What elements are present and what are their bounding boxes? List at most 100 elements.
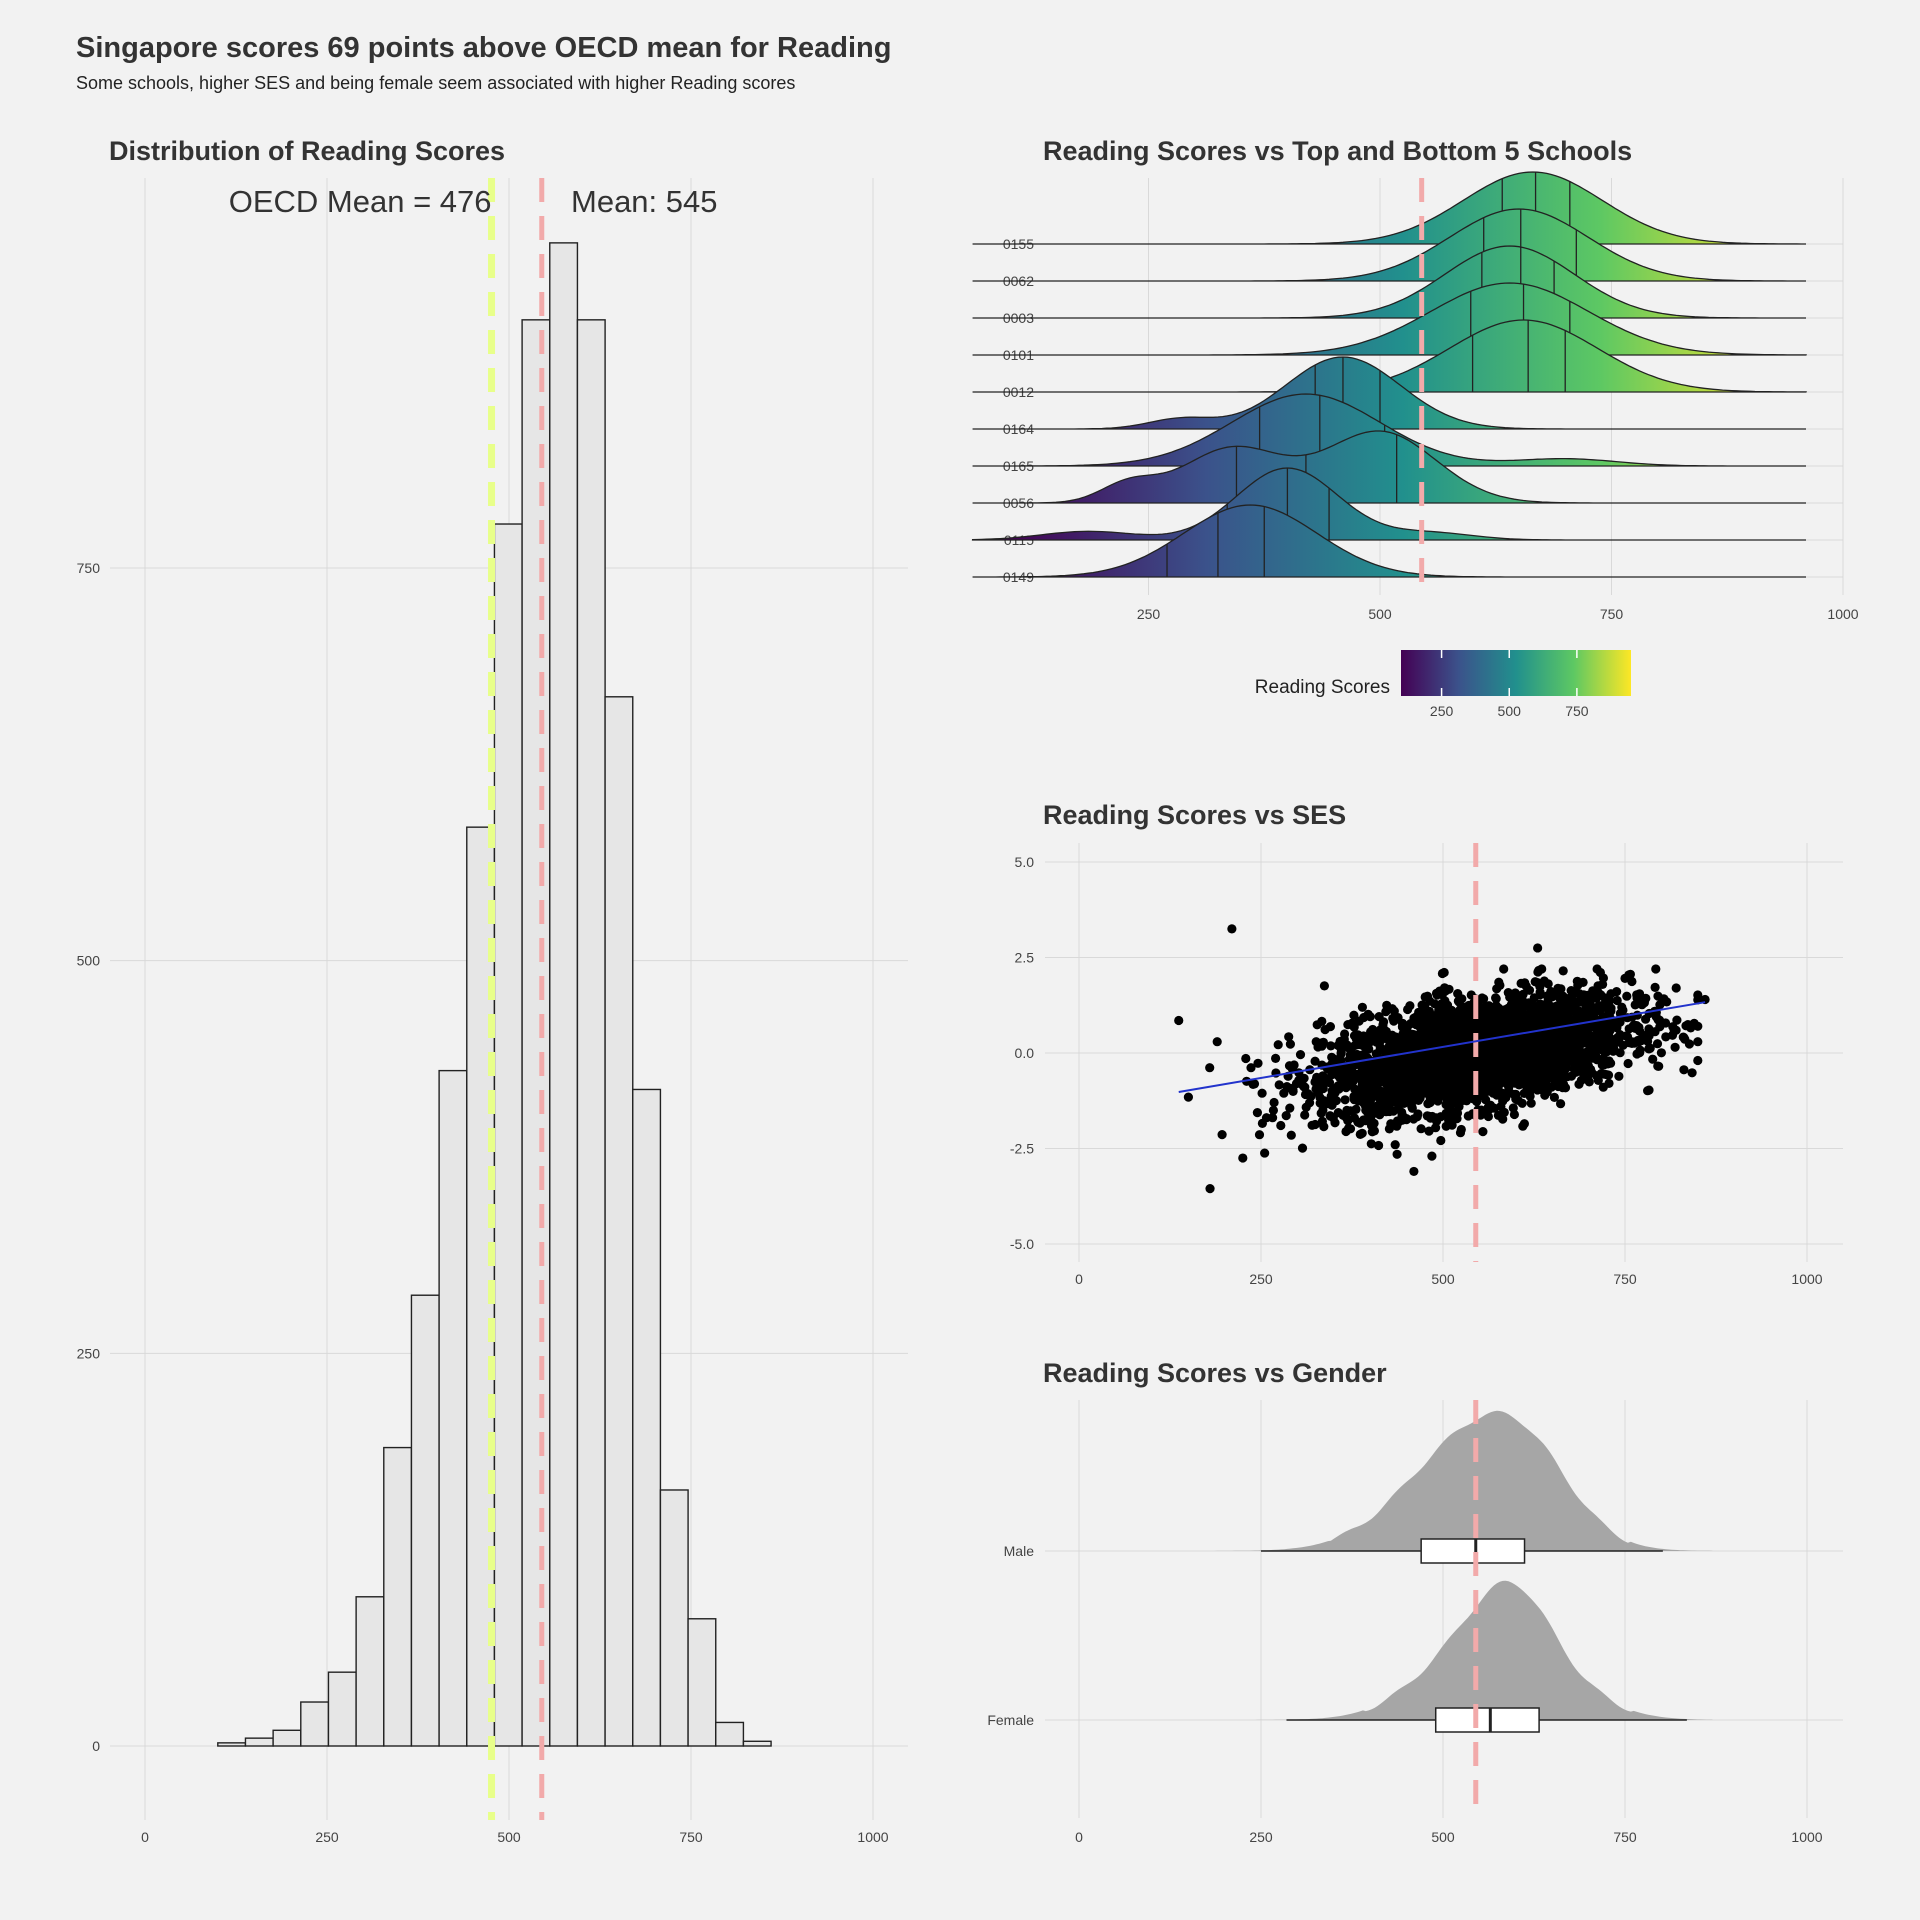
- scatter-point: [1417, 1079, 1427, 1089]
- scatter-point: [1644, 1085, 1654, 1095]
- scatter-y-tick-label: -5.0: [1010, 1236, 1034, 1252]
- scatter-point: [1543, 991, 1553, 1001]
- scatter-point: [1246, 1063, 1256, 1073]
- scatter-point: [1484, 1030, 1494, 1040]
- histogram-bar: [604, 696, 634, 1747]
- regression-line: [1178, 1001, 1706, 1093]
- scatter-point: [1591, 1051, 1601, 1061]
- violin-x-tick-label: 1000: [1791, 1829, 1822, 1845]
- scatter-point: [1573, 980, 1583, 990]
- scatter-point: [1368, 1024, 1378, 1035]
- scatter-point: [1544, 1011, 1554, 1021]
- scatter-point: [1459, 1021, 1469, 1031]
- scatter-point: [1326, 1041, 1336, 1051]
- scatter-point: [1648, 1054, 1658, 1064]
- scatter-point: [1513, 1095, 1523, 1105]
- violin-x-tick-label: 0: [1075, 1829, 1083, 1845]
- ridge-x-tick-label: 750: [1600, 606, 1624, 622]
- scatter-point: [1384, 1045, 1394, 1055]
- scatter-point: [1416, 1124, 1426, 1134]
- scatter-point: [1372, 1101, 1382, 1111]
- scatter-point: [1570, 1003, 1580, 1013]
- scatter-point: [1530, 977, 1540, 987]
- scatter-point: [1330, 1083, 1340, 1093]
- ridge-density-0062: [972, 208, 1806, 282]
- density-female: [1188, 1580, 1713, 1720]
- scatter-point: [1253, 1058, 1263, 1068]
- histogram-bar: [327, 1671, 357, 1747]
- scatter-point: [1383, 1067, 1393, 1078]
- scatter-point: [1300, 1110, 1310, 1120]
- scatter-point: [1431, 988, 1442, 999]
- scatter-point: [1587, 1068, 1597, 1078]
- scatter-point: [1494, 977, 1504, 987]
- scatter-point: [1515, 1063, 1525, 1073]
- scatter-point: [1535, 987, 1545, 997]
- hist-y-tick-label: 0: [92, 1738, 100, 1754]
- scatter-point: [1483, 1111, 1493, 1122]
- scatter-point: [1618, 1005, 1628, 1015]
- mean-annotation: Mean: 545: [571, 184, 718, 219]
- scatter-point: [1332, 1070, 1342, 1080]
- hist-x-tick-label: 250: [315, 1829, 339, 1845]
- scatter-point: [1389, 1006, 1399, 1016]
- scatter-point: [1281, 1111, 1291, 1121]
- scatter-point: [1542, 1030, 1552, 1040]
- histogram-bar: [355, 1596, 385, 1747]
- scatter-point: [1400, 1021, 1410, 1031]
- scatter-point: [1341, 1083, 1351, 1093]
- scatter-point: [1613, 1033, 1623, 1043]
- scatter-point: [1274, 1080, 1284, 1090]
- scatter-point: [1669, 1026, 1679, 1036]
- scatter-point: [1562, 1003, 1572, 1014]
- scatter-point: [1505, 990, 1515, 1000]
- scatter-point: [1524, 998, 1534, 1008]
- scatter-point: [1521, 1022, 1531, 1032]
- scatter-point: [1478, 1127, 1488, 1137]
- scatter-point: [1374, 1140, 1384, 1151]
- scatter-point: [1420, 1070, 1430, 1080]
- scatter-point: [1506, 1002, 1516, 1013]
- scatter-point: [1284, 1032, 1294, 1042]
- scatter-point: [1558, 1064, 1568, 1074]
- histogram-bar: [272, 1729, 302, 1747]
- scatter-point: [1227, 924, 1237, 934]
- scatter-point: [1276, 1120, 1286, 1131]
- scatter-point: [1285, 1039, 1295, 1049]
- scatter-point: [1340, 1095, 1350, 1105]
- scatter-point: [1499, 1013, 1509, 1023]
- scatter-point: [1383, 1089, 1393, 1099]
- scatter-point: [1556, 1099, 1566, 1109]
- scatter-point: [1508, 1103, 1518, 1113]
- scatter-point: [1534, 965, 1544, 976]
- scatter-point: [1435, 1016, 1445, 1026]
- scatter-point: [1317, 1016, 1327, 1026]
- scatter-point: [1632, 1049, 1642, 1059]
- scatter-point: [1385, 1106, 1395, 1117]
- scatter-point: [1451, 1045, 1461, 1055]
- scatter-point: [1357, 1002, 1367, 1012]
- scatter-point: [1525, 1057, 1535, 1067]
- scatter-point: [1627, 1037, 1637, 1047]
- scatter-point: [1446, 1019, 1456, 1029]
- scatter-point: [1650, 982, 1660, 993]
- scatter-point: [1534, 1048, 1544, 1058]
- scatter-point: [1371, 1049, 1381, 1059]
- scatter-point: [1593, 1075, 1603, 1085]
- scatter-point: [1436, 1135, 1446, 1146]
- scatter-point: [1393, 1085, 1403, 1095]
- scatter-point: [1559, 1031, 1569, 1041]
- scatter-y-tick-label: 0.0: [1015, 1045, 1035, 1061]
- scatter-point: [1604, 1033, 1615, 1043]
- scatter-point: [1543, 979, 1553, 989]
- scatter-point: [1491, 993, 1501, 1003]
- scatter-point: [1254, 1130, 1265, 1140]
- scatter-point: [1454, 1027, 1464, 1037]
- scatter-point: [1369, 1059, 1379, 1069]
- scatter-point: [1439, 967, 1449, 978]
- ridge-density-0115: [971, 467, 1806, 541]
- scatter-point: [1432, 1113, 1442, 1123]
- ridge-x-tick-label: 1000: [1827, 606, 1858, 622]
